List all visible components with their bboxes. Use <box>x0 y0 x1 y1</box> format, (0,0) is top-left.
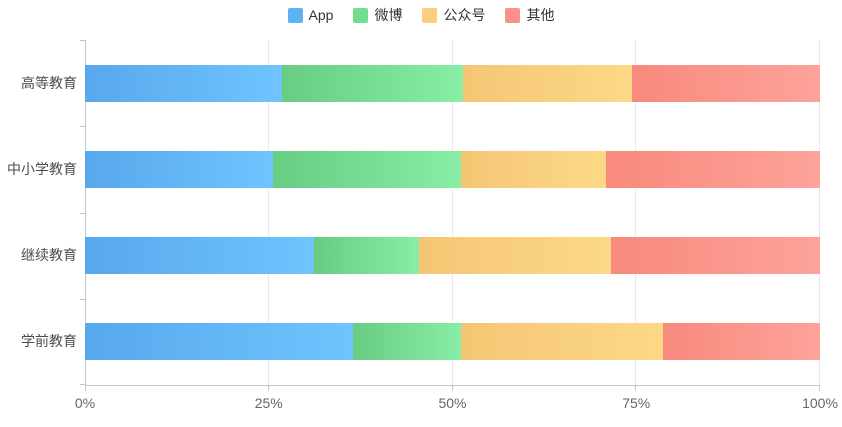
bar-segment-学前教育-微博[interactable] <box>353 323 461 361</box>
x-axis-tick <box>635 386 637 391</box>
x-axis-line <box>85 385 820 386</box>
x-axis-label: 100% <box>802 395 838 411</box>
legend-label: 公众号 <box>443 7 486 23</box>
x-axis-label: 50% <box>438 395 467 411</box>
legend-swatch-icon <box>353 8 369 23</box>
legend: App 微博 公众号 其他 <box>0 8 842 23</box>
legend-swatch-icon <box>287 8 303 23</box>
bar-row-中小学教育 <box>85 150 820 188</box>
gridline <box>635 40 637 385</box>
gridline <box>451 40 453 385</box>
x-axis-label: 0% <box>74 395 96 411</box>
bar-row-继续教育 <box>85 237 820 275</box>
bar-segment-中小学教育-App[interactable] <box>85 150 274 188</box>
bar-segment-学前教育-其他[interactable] <box>662 323 820 361</box>
bar-segment-中小学教育-公众号[interactable] <box>460 150 607 188</box>
bar-segment-高等教育-公众号[interactable] <box>462 64 632 102</box>
y-axis-tick <box>80 212 85 214</box>
bar-row-高等教育 <box>85 64 820 102</box>
bar-row-学前教育 <box>85 323 820 361</box>
x-axis-tick <box>267 386 269 391</box>
y-axis-category-label: 高等教育 <box>21 74 77 91</box>
bar-segment-继续教育-其他[interactable] <box>610 237 820 275</box>
legend-swatch-icon <box>505 8 521 23</box>
x-axis-tick <box>85 386 86 391</box>
legend-label: 微博 <box>374 7 403 23</box>
legend-label: App <box>308 7 334 23</box>
legend-swatch-icon <box>422 8 438 23</box>
y-axis-tick <box>80 384 85 385</box>
y-axis-line <box>85 40 86 385</box>
x-axis-label: 25% <box>254 395 283 411</box>
y-axis-category-label: 学前教育 <box>21 333 77 350</box>
y-axis-tick <box>80 298 85 300</box>
x-axis-tick <box>451 386 453 391</box>
x-axis-label: 75% <box>622 395 651 411</box>
legend-item-微博[interactable]: 微博 <box>353 8 402 23</box>
legend-item-App[interactable]: App <box>287 7 334 23</box>
y-axis-category-label: 中小学教育 <box>7 160 77 177</box>
y-axis-tick <box>80 40 85 41</box>
bar-segment-高等教育-其他[interactable] <box>631 64 820 102</box>
gridline <box>267 40 269 385</box>
y-axis-category-label: 继续教育 <box>21 247 77 264</box>
legend-item-其他[interactable]: 其他 <box>505 8 554 23</box>
bar-segment-学前教育-公众号[interactable] <box>460 323 663 361</box>
x-axis-tick <box>819 386 820 391</box>
bar-segment-继续教育-公众号[interactable] <box>419 237 611 275</box>
bar-segment-中小学教育-其他[interactable] <box>606 150 820 188</box>
bar-segment-高等教育-App[interactable] <box>85 64 282 102</box>
legend-item-公众号[interactable]: 公众号 <box>422 8 485 23</box>
bar-segment-继续教育-微博[interactable] <box>314 237 420 275</box>
bar-segment-学前教育-App[interactable] <box>85 323 354 361</box>
y-axis-tick <box>80 126 85 128</box>
bar-segment-高等教育-微博[interactable] <box>281 64 463 102</box>
bar-segment-继续教育-App[interactable] <box>85 237 315 275</box>
gridline <box>819 40 820 385</box>
bar-segment-中小学教育-微博[interactable] <box>273 150 461 188</box>
plot-area <box>80 40 820 391</box>
legend-label: 其他 <box>526 7 555 23</box>
